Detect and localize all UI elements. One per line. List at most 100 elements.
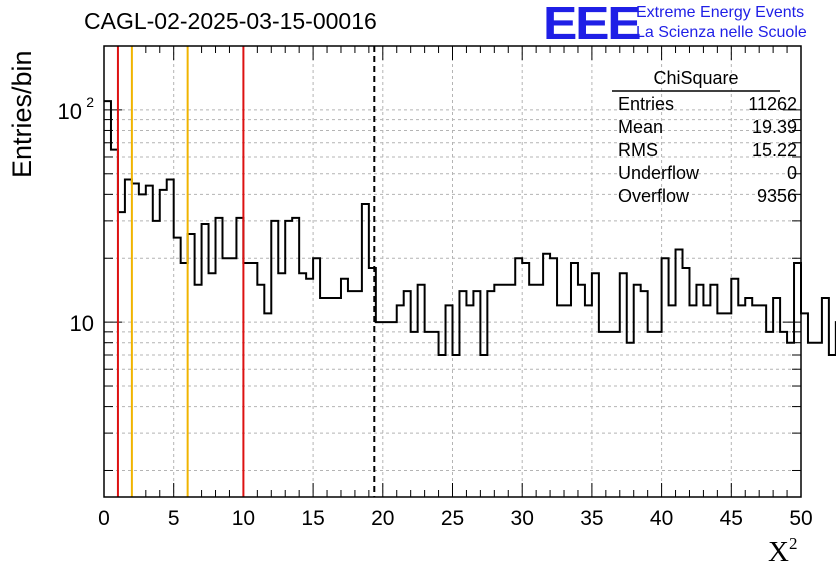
histogram-bin bbox=[515, 258, 522, 497]
histogram-bin bbox=[111, 150, 118, 497]
stats-row-label: Entries bbox=[618, 94, 674, 114]
x-tick-label: 0 bbox=[98, 507, 110, 530]
histogram-bin bbox=[543, 254, 550, 497]
histogram-bin bbox=[292, 218, 299, 497]
histogram-bin bbox=[341, 279, 348, 497]
histogram-bin bbox=[773, 298, 780, 497]
histogram-bin bbox=[703, 305, 710, 497]
histogram-bin bbox=[132, 183, 139, 497]
histogram-bin bbox=[710, 285, 717, 497]
histogram-bin bbox=[418, 285, 425, 497]
histogram-bin bbox=[815, 343, 822, 497]
histogram-bin bbox=[299, 273, 306, 497]
histogram-bin bbox=[627, 343, 634, 497]
histogram-bin bbox=[334, 298, 341, 497]
histogram-bin bbox=[731, 279, 738, 497]
histogram-bin bbox=[257, 285, 264, 497]
histogram-bin bbox=[439, 355, 446, 497]
histogram-bin bbox=[320, 298, 327, 497]
histogram-series bbox=[104, 100, 836, 357]
x-tick-label: 45 bbox=[720, 507, 743, 530]
x-tick-label: 15 bbox=[301, 507, 324, 530]
histogram-bin bbox=[243, 263, 250, 497]
histogram-bin bbox=[578, 285, 585, 497]
histogram-bin bbox=[787, 343, 794, 497]
histogram-bin bbox=[216, 218, 223, 497]
stats-row-value: 0 bbox=[787, 163, 797, 183]
histogram-bin bbox=[738, 305, 745, 497]
histogram-bin bbox=[404, 291, 411, 497]
histogram-bin bbox=[125, 179, 132, 497]
x-axis-label-base: X bbox=[768, 536, 789, 568]
x-tick-label: 10 bbox=[232, 507, 255, 530]
histogram-bin bbox=[676, 249, 683, 497]
plot-frame bbox=[103, 45, 802, 498]
histogram-bin bbox=[285, 221, 292, 497]
histogram-bin bbox=[655, 332, 662, 497]
stats-row-value: 19.39 bbox=[752, 117, 797, 137]
histogram-bin bbox=[397, 305, 404, 497]
histogram-bin bbox=[808, 343, 815, 497]
stats-row-label: Overflow bbox=[618, 186, 690, 206]
histogram-bin bbox=[689, 305, 696, 497]
histogram-bin bbox=[536, 285, 543, 497]
logo-line-2: La Scienza nelle Scuole bbox=[636, 24, 807, 41]
histogram-bin bbox=[529, 285, 536, 497]
stats-row-label: Mean bbox=[618, 117, 663, 137]
histogram-bin bbox=[620, 273, 627, 497]
histogram-bin bbox=[550, 258, 557, 497]
histogram-bin bbox=[202, 224, 209, 497]
histogram-bin bbox=[487, 291, 494, 497]
histogram-bin bbox=[564, 305, 571, 497]
histogram-bin bbox=[453, 355, 460, 497]
x-tick-label: 35 bbox=[580, 507, 603, 530]
stats-row-label: RMS bbox=[618, 140, 658, 160]
plot-title: CAGL-02-2025-03-15-00016 bbox=[84, 8, 377, 34]
x-tick-label: 20 bbox=[371, 507, 394, 530]
histogram-bin bbox=[745, 298, 752, 497]
stats-title: ChiSquare bbox=[653, 68, 738, 88]
histogram-bin bbox=[480, 355, 487, 497]
histogram-bin bbox=[146, 186, 153, 497]
x-tick-label: 50 bbox=[789, 507, 812, 530]
histogram-bin bbox=[606, 332, 613, 497]
histogram-bin bbox=[250, 263, 257, 497]
histogram-bin bbox=[473, 291, 480, 497]
histogram-bin bbox=[801, 313, 808, 497]
x-tick-label: 25 bbox=[441, 507, 464, 530]
stats-row-label: Underflow bbox=[618, 163, 700, 183]
histogram-bin bbox=[683, 268, 690, 497]
histogram-bin bbox=[446, 305, 453, 497]
stats-row-value: 9356 bbox=[757, 186, 797, 206]
histogram-bin bbox=[592, 273, 599, 497]
histogram-bin bbox=[104, 101, 111, 497]
y-tick-label: 10 bbox=[70, 311, 94, 336]
x-axis-label-superscript: 2 bbox=[788, 534, 798, 553]
histogram-bin bbox=[752, 305, 759, 497]
histogram-bin bbox=[759, 305, 766, 497]
histogram-bin bbox=[313, 258, 320, 497]
histogram-bin bbox=[571, 263, 578, 497]
histogram-bin bbox=[508, 285, 515, 497]
histogram-bin bbox=[634, 285, 641, 497]
histogram-bin bbox=[585, 305, 592, 497]
histogram-bin bbox=[794, 263, 801, 497]
histogram-bin bbox=[724, 313, 731, 497]
x-tick-label: 30 bbox=[511, 507, 534, 530]
histogram-bin bbox=[139, 194, 146, 497]
histogram-bin bbox=[466, 305, 473, 497]
histogram-bin bbox=[822, 298, 829, 497]
y-axis-label: Entries/bin bbox=[7, 50, 37, 178]
histogram-bin bbox=[425, 332, 432, 497]
histogram-bin bbox=[641, 291, 648, 497]
stats-row-value: 15.22 bbox=[752, 140, 797, 160]
histogram-bin bbox=[376, 322, 383, 497]
x-axis-label: X2 bbox=[768, 534, 798, 569]
histogram-bin bbox=[459, 291, 466, 497]
histogram-bin bbox=[348, 291, 355, 497]
histogram-bin bbox=[306, 279, 313, 497]
histogram-bin bbox=[369, 268, 376, 497]
histogram-bin bbox=[229, 258, 236, 497]
